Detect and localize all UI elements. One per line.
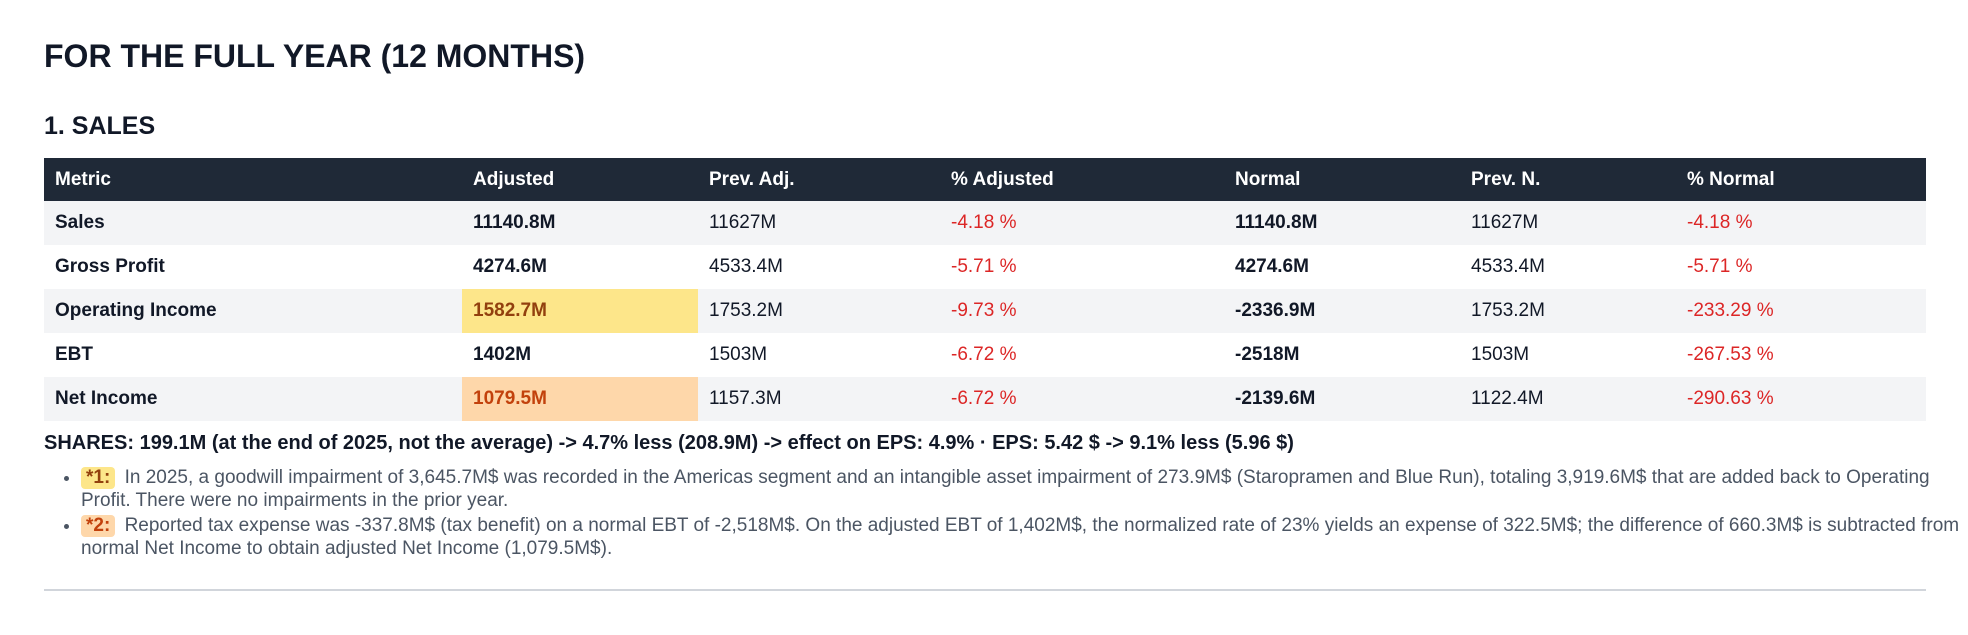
- header-pct-normal: % Normal: [1676, 158, 1926, 201]
- header-adjusted: Adjusted: [462, 158, 698, 201]
- pct-normal-cell: -267.53 %: [1676, 333, 1926, 377]
- footnotes-list: *1: In 2025, a goodwill impairment of 3,…: [44, 466, 1963, 562]
- prev-n-cell: 1753.2M: [1460, 289, 1676, 333]
- prev-adj-cell: 1503M: [698, 333, 940, 377]
- prev-adj-cell: 1157.3M: [698, 377, 940, 421]
- header-pct-adjusted: % Adjusted: [940, 158, 1224, 201]
- normal-cell: -2518M: [1224, 333, 1460, 377]
- table-header-row: Metric Adjusted Prev. Adj. % Adjusted No…: [44, 158, 1926, 201]
- pct-adjusted-cell: -6.72 %: [940, 333, 1224, 377]
- footnote-text: In 2025, a goodwill impairment of 3,645.…: [81, 467, 1930, 511]
- pct-normal-cell: -4.18 %: [1676, 201, 1926, 245]
- pct-adjusted-cell: -5.71 %: [940, 245, 1224, 289]
- pct-adjusted-cell: -4.18 %: [940, 201, 1224, 245]
- financials-table: Metric Adjusted Prev. Adj. % Adjusted No…: [44, 158, 1926, 421]
- table-row: Sales 11140.8M 11627M -4.18 % 11140.8M 1…: [44, 201, 1926, 245]
- pct-adjusted-cell: -9.73 %: [940, 289, 1224, 333]
- prev-adj-cell: 4533.4M: [698, 245, 940, 289]
- page-title: FOR THE FULL YEAR (12 MONTHS): [44, 38, 586, 74]
- table-row: EBT 1402M 1503M -6.72 % -2518M 1503M -26…: [44, 333, 1926, 377]
- divider: [44, 589, 1926, 591]
- header-metric: Metric: [44, 158, 462, 201]
- footnote-tag: *2:: [81, 515, 116, 537]
- footnote-tag: *1:: [81, 467, 116, 489]
- adjusted-cell: 1402M: [462, 333, 698, 377]
- normal-cell: -2139.6M: [1224, 377, 1460, 421]
- prev-n-cell: 1503M: [1460, 333, 1676, 377]
- footnote-item: *2: Reported tax expense was -337.8M$ (t…: [81, 514, 1963, 560]
- pct-normal-cell: -233.29 %: [1676, 289, 1926, 333]
- metric-cell: Net Income: [44, 377, 462, 421]
- normal-cell: 4274.6M: [1224, 245, 1460, 289]
- adjusted-cell: 4274.6M: [462, 245, 698, 289]
- normal-cell: 11140.8M: [1224, 201, 1460, 245]
- header-prev-adj: Prev. Adj.: [698, 158, 940, 201]
- pct-normal-cell: -5.71 %: [1676, 245, 1926, 289]
- metric-cell: Operating Income: [44, 289, 462, 333]
- footnote-item: *1: In 2025, a goodwill impairment of 3,…: [81, 466, 1963, 512]
- header-prev-n: Prev. N.: [1460, 158, 1676, 201]
- header-normal: Normal: [1224, 158, 1460, 201]
- prev-n-cell: 1122.4M: [1460, 377, 1676, 421]
- metric-cell: Sales: [44, 201, 462, 245]
- pct-adjusted-cell: -6.72 %: [940, 377, 1224, 421]
- pct-normal-cell: -290.63 %: [1676, 377, 1926, 421]
- prev-adj-cell: 1753.2M: [698, 289, 940, 333]
- adjusted-cell: 11140.8M: [462, 201, 698, 245]
- adjusted-cell-highlighted: 1582.7M: [462, 289, 698, 333]
- shares-summary: SHARES: 199.1M (at the end of 2025, not …: [44, 432, 1294, 454]
- prev-n-cell: 4533.4M: [1460, 245, 1676, 289]
- metric-cell: EBT: [44, 333, 462, 377]
- prev-adj-cell: 11627M: [698, 201, 940, 245]
- footnote-text: Reported tax expense was -337.8M$ (tax b…: [81, 515, 1960, 559]
- table-row: Gross Profit 4274.6M 4533.4M -5.71 % 427…: [44, 245, 1926, 289]
- adjusted-cell-highlighted: 1079.5M: [462, 377, 698, 421]
- table-row: Net Income 1079.5M 1157.3M -6.72 % -2139…: [44, 377, 1926, 421]
- prev-n-cell: 11627M: [1460, 201, 1676, 245]
- normal-cell: -2336.9M: [1224, 289, 1460, 333]
- table-row: Operating Income 1582.7M 1753.2M -9.73 %…: [44, 289, 1926, 333]
- section-title: 1. SALES: [44, 112, 156, 140]
- metric-cell: Gross Profit: [44, 245, 462, 289]
